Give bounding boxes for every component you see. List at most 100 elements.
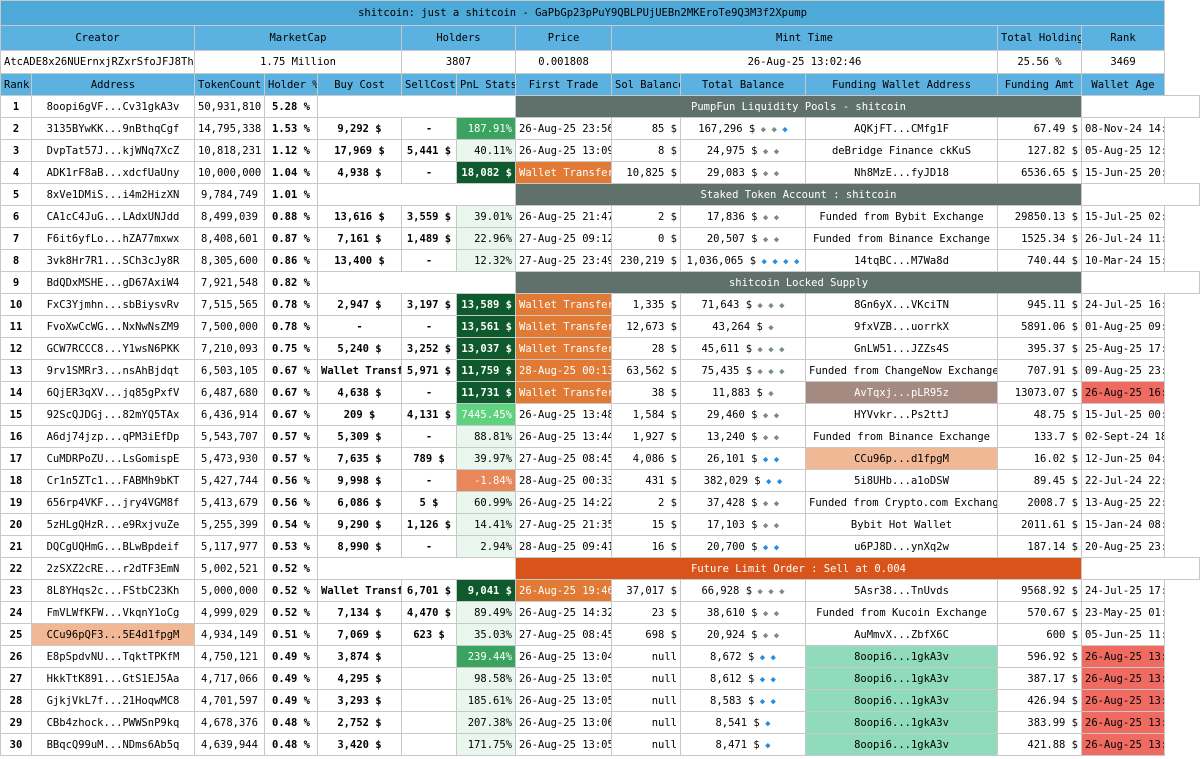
address-cell[interactable]: FvoXwCcWG...NxNwNsZM9 — [31, 315, 195, 338]
total-holding-header: Total Holding — [997, 25, 1082, 51]
holder-pct-value: 1.01 % — [272, 188, 310, 201]
funding-wallet-cell[interactable]: 8oopi6...1gkA3v — [805, 689, 998, 712]
address-cell[interactable]: 5zHLgQHzR...e9RxjvuZe — [31, 513, 195, 536]
funding-wallet-cell[interactable]: 5Asr38...TnUvds — [805, 579, 998, 602]
funding-wallet-cell[interactable]: Funded from Kucoin Exchange — [805, 601, 998, 624]
funding-wallet-cell[interactable]: 14tqBC...M7Wa8d — [805, 249, 998, 272]
col-header-pnl-stats[interactable]: PnL Stats — [456, 73, 516, 96]
fish-outline-icon: ◆ — [752, 366, 763, 377]
funding-wallet-cell[interactable]: Nh8MzE...fyJD18 — [805, 161, 998, 184]
buy-cost-cell: 7,069 $ — [317, 623, 402, 646]
address-cell[interactable]: 656rp4VKF...jry4VGM8f — [31, 491, 195, 514]
address-cell[interactable]: A6dj74jzp...qPM3iEfDp — [31, 425, 195, 448]
address-cell[interactable]: BdQDxMSHE...gD67AxiW4 — [31, 271, 195, 294]
buy-cost-cell: 7,134 $ — [317, 601, 402, 624]
funding-wallet-cell[interactable]: CCu96p...d1fpgM — [805, 447, 998, 470]
rank-value: 3469 — [1080, 50, 1166, 74]
address-cell[interactable]: CuMDRPoZU...LsGomispE — [31, 447, 195, 470]
address-cell[interactable]: CCu96pQF3...5E4d1fpgM — [31, 623, 195, 646]
address-cell[interactable]: E8pSpdvNU...TqktTPKfM — [31, 645, 195, 668]
col-header-sell-cost[interactable]: SellCost — [401, 73, 457, 96]
sol-balance-cell: 85 $ — [611, 117, 681, 140]
total-balance-cell: 13,240 $ ◆ ◆ — [680, 425, 806, 448]
funding-wallet-cell[interactable]: Funded from Bybit Exchange — [805, 205, 998, 228]
fish-outline-icon: ◆ — [757, 520, 769, 531]
funding-wallet-cell[interactable]: Funded from Crypto.com Exchange — [805, 491, 998, 514]
col-header-holder-pct[interactable]: Holder % — [264, 73, 318, 96]
holder-pct-value: 0.78 % — [272, 298, 310, 311]
col-header-funding-wallet[interactable]: Funding Wallet Address — [805, 73, 998, 96]
address-cell[interactable]: 2zSXZ2cRE...r2dTF3EmN — [31, 557, 195, 580]
col-header-sol-balance[interactable]: Sol Balance — [611, 73, 681, 96]
funding-wallet-cell[interactable]: 9fxVZB...uorrkX — [805, 315, 998, 338]
total-balance-cell: 24,975 $ ◆ ◆ — [680, 139, 806, 162]
funding-wallet-cell[interactable]: 8oopi6...1gkA3v — [805, 667, 998, 690]
col-header-first-trade[interactable]: First Trade — [515, 73, 612, 96]
address-cell[interactable]: F6it6yfLo...hZA77mxwx — [31, 227, 195, 250]
col-header-wallet-age[interactable]: Wallet Age — [1080, 73, 1166, 96]
address-cell[interactable]: ADK1rF8aB...xdcfUaUny — [31, 161, 195, 184]
address-cell[interactable]: CA1cC4JuG...LAdxUNJdd — [31, 205, 195, 228]
funding-wallet-cell[interactable]: AvTqxj...pLR95z — [805, 381, 998, 404]
funding-wallet-cell[interactable]: AQKjFT...CMfg1F — [805, 117, 998, 140]
funding-wallet-cell[interactable]: AuMmvX...ZbfX6C — [805, 623, 998, 646]
holder-pct-value: 0.52 % — [272, 562, 310, 575]
address-cell[interactable]: 6QjER3qXV...jq85gPxfV — [31, 381, 195, 404]
col-header-buy-cost[interactable]: Buy Cost — [317, 73, 402, 96]
address-cell[interactable]: BBqcQ99uM...NDms6Ab5q — [31, 733, 195, 756]
col-header-funding-amt[interactable]: Funding Amt — [997, 73, 1082, 96]
creator-address[interactable]: AtcADE8x26NUErnxjRZxrSfoJFJ8ThnkrPwmMJ74… — [0, 50, 195, 74]
address-cell[interactable]: 3vk8Hr7R1...SCh3cJy8R — [31, 249, 195, 272]
address-cell[interactable]: CBb4zhock...PWWSnP9kq — [31, 711, 195, 734]
address-cell[interactable]: 92ScQJDGj...82mYQ5TAx — [31, 403, 195, 426]
funding-wallet-cell[interactable]: 5i8UHb...a1oDSW — [805, 469, 998, 492]
address-cell[interactable]: GCW7RCCC8...Y1wsN6PKK — [31, 337, 195, 360]
rank-header: Rank — [1080, 25, 1166, 51]
funding-wallet-cell[interactable]: Funded from Binance Exchange — [805, 425, 998, 448]
sell-cost-cell — [401, 711, 457, 734]
sol-balance-cell: 37,017 $ — [611, 579, 681, 602]
address-cell[interactable]: DQCgUQHmG...BLwBpdeif — [31, 535, 195, 558]
col-header-address[interactable]: Address — [31, 73, 195, 96]
table-row: 23 8L8YHqs2c...FStbC23Kh 5,000,000 0.52 % Wa… — [0, 579, 1200, 602]
funding-wallet-cell[interactable]: Bybit Hot Wallet — [805, 513, 998, 536]
col-header-token-count[interactable]: TokenCount — [194, 73, 265, 96]
wallet-age-cell: 01-Aug-25 09:56 — [1080, 315, 1166, 338]
pnl-cell: 18,082 $ — [456, 161, 516, 184]
address-cell[interactable]: HkkTtK891...GtS1EJ5Aa — [31, 667, 195, 690]
fish-outline-icon: ◆ — [768, 212, 780, 223]
funding-wallet-cell[interactable]: HYVvkr...Ps2ttJ — [805, 403, 998, 426]
funding-wallet-cell[interactable]: Funded from ChangeNow Exchange — [805, 359, 998, 382]
address-cell[interactable]: FmVLWfKFW...VkqnY1oCg — [31, 601, 195, 624]
address-cell[interactable]: DvpTat57J...kjWNq7XcZ — [31, 139, 195, 162]
address-cell[interactable]: Cr1n5ZTc1...FABMh9bKT — [31, 469, 195, 492]
funding-wallet-cell[interactable]: Funded from Binance Exchange — [805, 227, 998, 250]
fish-outline-icon: ◆ — [762, 388, 774, 399]
funding-wallet-cell[interactable]: deBridge Finance ckKuS — [805, 139, 998, 162]
col-header-rank[interactable]: Rank — [0, 73, 32, 96]
total-balance-value: 71,643 $ — [701, 298, 753, 311]
total-balance-cell: 43,264 $ ◆ — [680, 315, 806, 338]
address-cell[interactable]: 9rv1SMRr3...nsAhBjdqt — [31, 359, 195, 382]
address-cell[interactable]: FxC3Yjmhn...sbBiysvRv — [31, 293, 195, 316]
funding-wallet-cell[interactable]: 8oopi6...1gkA3v — [805, 645, 998, 668]
token-count-cell: 4,717,066 — [194, 667, 265, 690]
rank-cell: 3 — [0, 139, 32, 162]
address-cell[interactable]: 8L8YHqs2c...FStbC23Kh — [31, 579, 195, 602]
address-cell[interactable]: 8oopi6gVF...Cv31gkA3v — [31, 95, 195, 118]
funding-wallet-cell[interactable]: GnLW51...JZZs4S — [805, 337, 998, 360]
funding-wallet-cell[interactable]: 8Gn6yX...VKciTN — [805, 293, 998, 316]
buy-cost-cell: 9,290 $ — [317, 513, 402, 536]
col-header-total-balance[interactable]: Total Balance — [680, 73, 806, 96]
table-row: 25 CCu96pQF3...5E4d1fpgM 4,934,149 0.51 % 7,… — [0, 623, 1200, 646]
funding-wallet-cell[interactable]: u6PJ8D...ynXq2w — [805, 535, 998, 558]
table-row: 14 6QjER3qXV...jq85gPxfV 6,487,680 0.67 % 4,… — [0, 381, 1200, 404]
address-cell[interactable]: 8xVe1DMiS...i4m2HizXN — [31, 183, 195, 206]
funding-wallet-cell[interactable]: 8oopi6...1gkA3v — [805, 733, 998, 756]
sell-cost-cell: - — [401, 381, 457, 404]
funding-wallet-cell[interactable]: 8oopi6...1gkA3v — [805, 711, 998, 734]
sol-balance-cell: 12,673 $ — [611, 315, 681, 338]
table-row: 15 92ScQJDGj...82mYQ5TAx 6,436,914 0.67 % 20… — [0, 403, 1200, 426]
address-cell[interactable]: 3135BYwKK...9nBthqCgf — [31, 117, 195, 140]
address-cell[interactable]: GjkjVkL7f...21HoqwMC8 — [31, 689, 195, 712]
